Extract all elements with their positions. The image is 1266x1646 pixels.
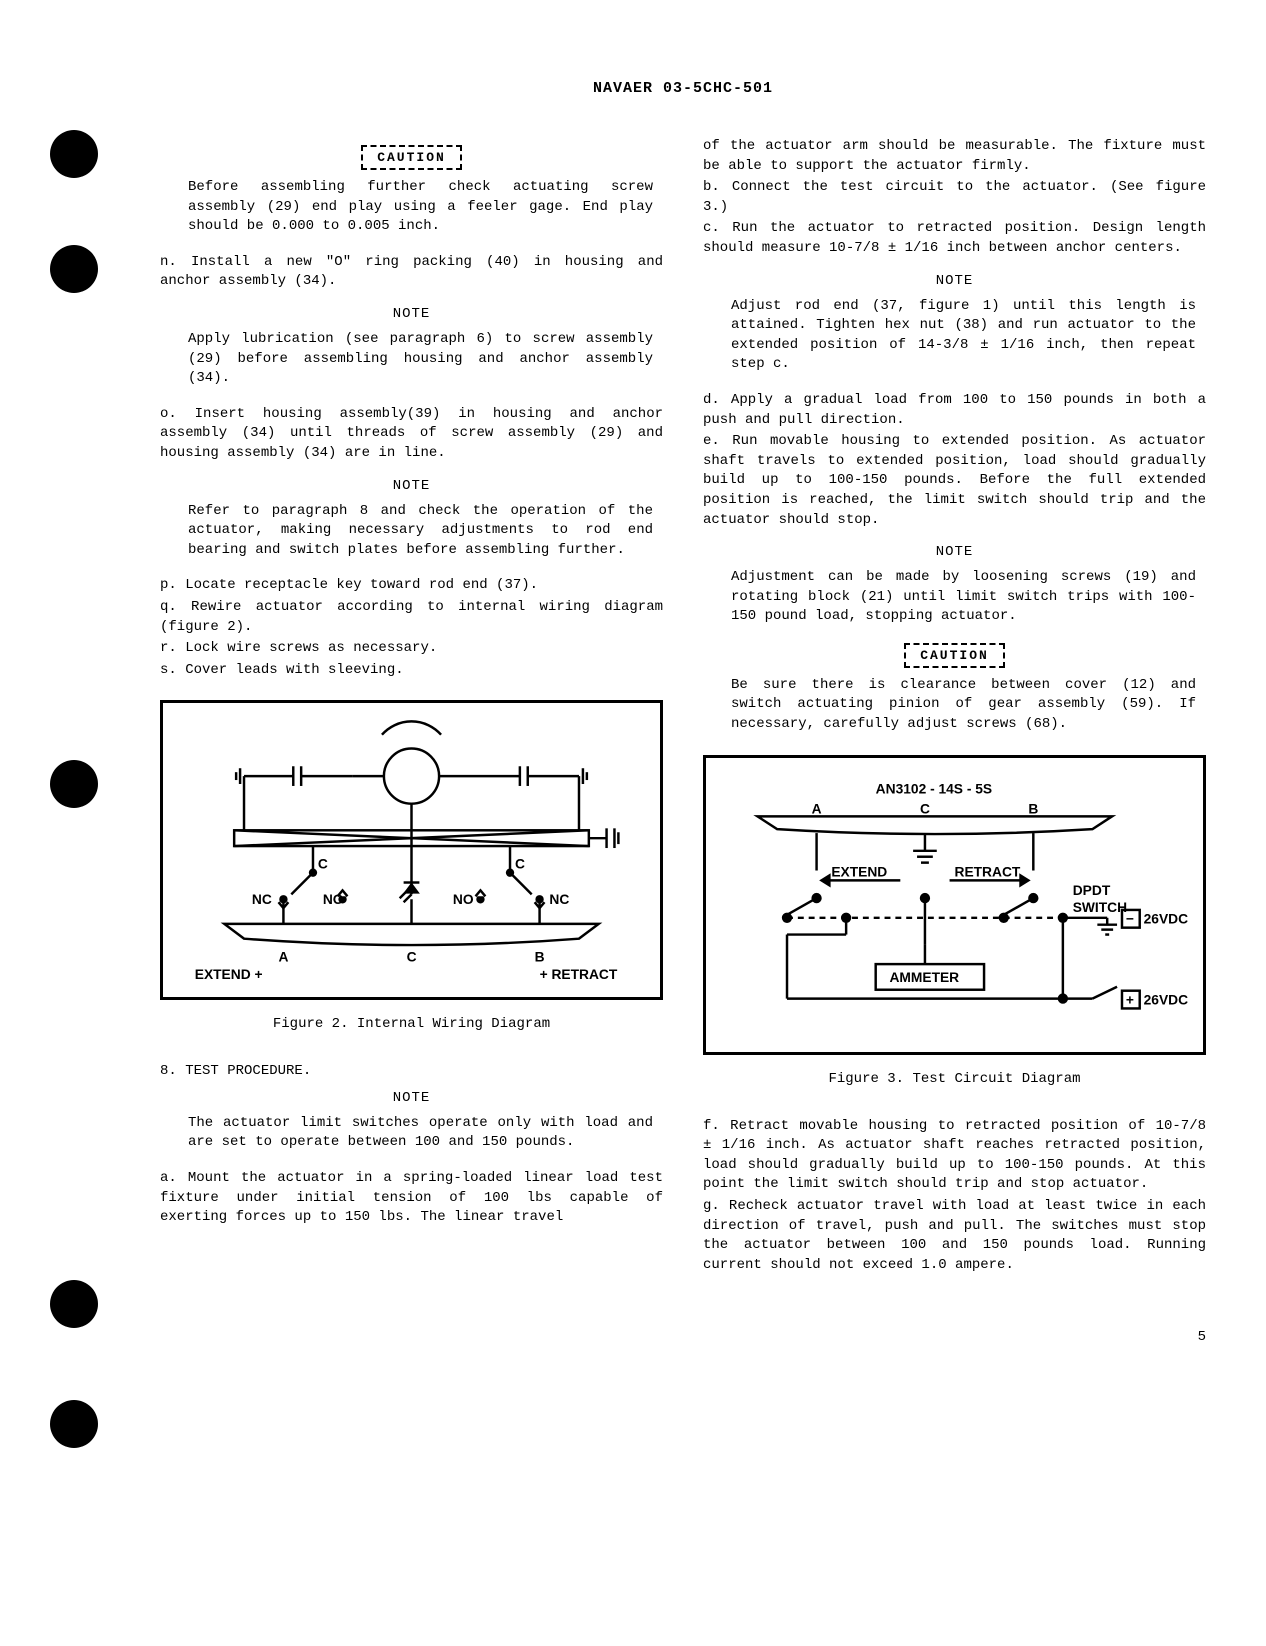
label-26v: 26VDC	[1144, 992, 1188, 1007]
label-A: A	[279, 950, 289, 965]
left-column: CAUTION Before assembling further check …	[160, 137, 663, 1289]
note-text: Refer to paragraph 8 and check the opera…	[188, 502, 653, 561]
label-NO: NO	[323, 892, 344, 907]
punch-hole	[50, 760, 98, 808]
para-n: n. Install a new "O" ring packing (40) i…	[160, 253, 663, 292]
label-NO: NO	[453, 892, 474, 907]
note-heading: NOTE	[160, 478, 663, 494]
note-heading: NOTE	[160, 1090, 663, 1106]
figure-3-caption: Figure 3. Test Circuit Diagram	[703, 1071, 1206, 1087]
caution-box-wrap: CAUTION	[703, 643, 1206, 668]
para-e: e. Run movable housing to extended posit…	[703, 432, 1206, 530]
para-p: p. Locate receptacle key toward rod end …	[160, 576, 663, 596]
para-s: s. Cover leads with sleeving.	[160, 661, 663, 681]
para-o: o. Insert housing assembly(39) in housin…	[160, 405, 663, 464]
page-number: 5	[160, 1329, 1206, 1345]
note-heading: NOTE	[703, 273, 1206, 289]
para-a: a. Mount the actuator in a spring-loaded…	[160, 1169, 663, 1228]
para-f: f. Retract movable housing to retracted …	[703, 1117, 1206, 1195]
punch-hole	[50, 1280, 98, 1328]
punch-hole	[50, 245, 98, 293]
label-switch: SWITCH	[1073, 900, 1127, 915]
label-extend: EXTEND +	[195, 967, 263, 982]
caution-text: Before assembling further check actuatin…	[188, 178, 653, 237]
caution-label: CAUTION	[361, 145, 462, 170]
para-c: c. Run the actuator to retracted positio…	[703, 219, 1206, 258]
label-B: B	[1028, 801, 1038, 816]
label-B: B	[535, 950, 545, 965]
label-plus: +	[1126, 992, 1134, 1007]
label-A: A	[812, 801, 822, 816]
note-text: Adjustment can be made by loosening scre…	[731, 568, 1196, 627]
label-dpdt: DPDT	[1073, 883, 1111, 898]
note-text: Adjust rod end (37, figure 1) until this…	[731, 297, 1196, 375]
caution-label: CAUTION	[904, 643, 1005, 668]
caution-box-wrap: CAUTION	[160, 145, 663, 170]
note-text: Apply lubrication (see paragraph 6) to s…	[188, 330, 653, 389]
test-circuit-svg: AN3102 - 14S - 5S A C B EXTEND RETRACT D…	[720, 772, 1189, 1038]
wiring-diagram-svg: C C NC NO NO NC A C B EXTEND + + RETRACT	[177, 717, 646, 983]
para-g: g. Recheck actuator travel with load at …	[703, 1197, 1206, 1275]
label-retract: + RETRACT	[540, 967, 618, 982]
two-column-layout: CAUTION Before assembling further check …	[160, 137, 1206, 1289]
page: NAVAER 03-5CHC-501 CAUTION Before assemb…	[0, 0, 1266, 1385]
label-C-bottom: C	[407, 950, 417, 965]
para-q: q. Rewire actuator according to internal…	[160, 598, 663, 637]
punch-hole	[50, 130, 98, 178]
para-cont: of the actuator arm should be measurable…	[703, 137, 1206, 176]
label-26v: 26VDC	[1144, 911, 1188, 926]
label-minus: −	[1126, 911, 1134, 926]
label-NC: NC	[252, 892, 272, 907]
connector-label: AN3102 - 14S - 5S	[876, 781, 992, 796]
right-column: of the actuator arm should be measurable…	[703, 137, 1206, 1289]
figure-2-caption: Figure 2. Internal Wiring Diagram	[160, 1016, 663, 1032]
note-heading: NOTE	[703, 544, 1206, 560]
note-text: The actuator limit switches operate only…	[188, 1114, 653, 1153]
label-NC: NC	[549, 892, 569, 907]
label-extend: EXTEND	[831, 864, 887, 879]
note-heading: NOTE	[160, 306, 663, 322]
figure-3-box: AN3102 - 14S - 5S A C B EXTEND RETRACT D…	[703, 755, 1206, 1055]
label-C: C	[920, 801, 930, 816]
label-C: C	[515, 857, 525, 872]
label-ammeter: AMMETER	[889, 970, 959, 985]
label-C: C	[318, 857, 328, 872]
para-d: d. Apply a gradual load from 100 to 150 …	[703, 391, 1206, 430]
punch-hole	[50, 1400, 98, 1448]
figure-2-box: C C NC NO NO NC A C B EXTEND + + RETRACT	[160, 700, 663, 1000]
section-8-title: 8. TEST PROCEDURE.	[160, 1062, 663, 1082]
para-r: r. Lock wire screws as necessary.	[160, 639, 663, 659]
para-b: b. Connect the test circuit to the actua…	[703, 178, 1206, 217]
document-header: NAVAER 03-5CHC-501	[160, 80, 1206, 97]
label-retract: RETRACT	[955, 864, 1021, 879]
caution-text: Be sure there is clearance between cover…	[731, 676, 1196, 735]
